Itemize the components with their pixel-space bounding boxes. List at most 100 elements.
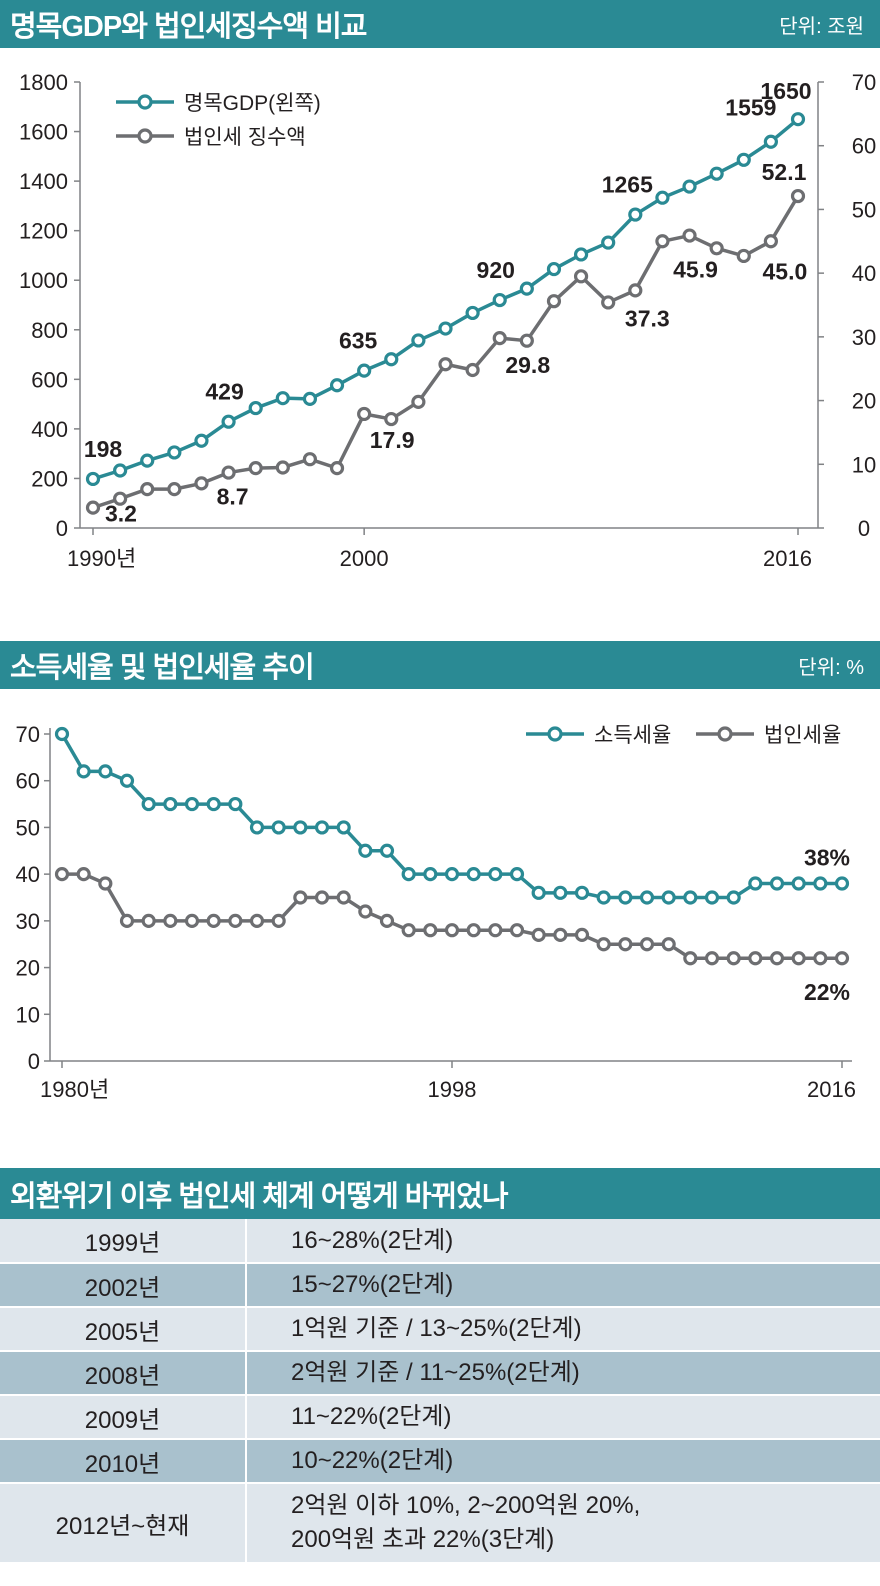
income-rate-point-2004 [574,885,590,900]
gdp-point-1996 [248,400,263,416]
table-row: 2009년 11~22%(2단계) [0,1395,880,1440]
income-rate-data-label: 38% [804,844,850,870]
corp-rate-line [62,872,842,960]
tax-point-2011 [655,234,670,249]
tax-data-label-2005: 29.8 [505,352,550,378]
corp-rate-point-1985 [163,913,178,928]
right-tick-label: 70 [852,70,876,95]
tax-point-2016 [790,188,806,204]
income-rate-point-1992 [314,820,330,835]
row-desc-line: 200억원 초과 22%(3단계) [291,1526,555,1553]
corp-rate-point-1990 [271,913,286,928]
tax-point-2012 [682,228,697,243]
tax-data-label-2016: 52.1 [762,159,807,185]
income-rate-point-1989 [249,820,265,835]
corp-rate-point-2005 [596,937,611,952]
gdp-point-1992 [140,453,155,468]
income-rate-point-2010 [704,890,720,905]
x-tick-label: 1980년 [40,1077,109,1102]
corp-rate-point-1987 [206,913,221,928]
right-tick-label: 0 [858,516,870,541]
tax-legend-marker [137,128,153,144]
gdp-point-1995 [221,414,236,429]
income-rate-point-2008 [661,890,676,905]
income-rate-point-1998 [444,867,460,882]
y-tick-label: 60 [16,769,40,794]
tax-point-1998 [302,452,318,467]
right-tick-label: 60 [852,134,876,159]
tax-data-label-1990: 3.2 [105,501,137,527]
row-desc-line: 15~27%(2단계) [291,1271,454,1298]
left-tick-label: 200 [31,466,68,491]
row-year: 2010년 [0,1439,247,1484]
row-year: 2009년 [0,1395,247,1440]
row-desc-line: 2억원 이하 10%, 2~200억원 20%, [291,1492,641,1519]
tax-point-2007 [546,294,562,309]
row-desc: 11~22%(2단계) [246,1395,880,1440]
gdp-data-label-2000: 635 [339,328,378,354]
income-rate-point-1984 [141,796,156,812]
row-desc: 2억원 기준 / 11~25%(2단계) [246,1351,880,1396]
gdp-point-2003 [438,321,453,336]
income-rate-legend-label: 소득세율 [594,724,671,747]
gdp-point-1991 [113,463,128,478]
income-rate-point-1996 [401,867,416,882]
corp-rate-point-1983 [119,913,135,928]
row-year: 2002년 [0,1263,247,1308]
corp-rate-point-2004 [574,927,590,942]
y-tick-label: 70 [16,722,40,747]
gdp-tax-chart: 0 200 400 600 800 1000 1200 1400 1600 1800 0 10 20 30… [19,70,876,571]
tax-point-2004 [465,362,480,378]
section2-header: 소득세율 및 법인세율 추이 단위: % [0,641,880,689]
corp-rate-point-1984 [141,913,156,928]
corp-rate-point-1999 [466,923,481,938]
corp-rate-point-1992 [314,890,330,905]
gdp-point-2008 [573,247,589,262]
gdp-point-2015 [763,134,778,149]
income-rate-point-1990 [271,820,286,835]
tax-point-2010 [628,283,643,298]
row-desc-line: 1억원 기준 / 13~25%(2단계) [291,1315,582,1342]
tax-data-label-2012: 45.9 [673,257,718,283]
gdp-point-1998 [302,391,318,407]
corp-rate-point-1980 [54,867,70,882]
left-tick-label: 1000 [19,268,68,293]
row-desc: 15~27%(2단계) [246,1263,880,1308]
gdp-legend-marker [137,94,153,110]
tax-rate-chart: 0 10 20 30 40 50 60 70 1980년 1998 2016 38% 22% 소득세율 법인… [16,722,856,1102]
corp-rate-legend-marker [717,726,733,742]
tax-point-2008 [573,269,589,284]
corp-rate-point-2016 [834,951,850,966]
corp-rate-point-2008 [661,937,676,952]
table-row: 1999년 16~28%(2단계) [0,1219,880,1264]
section1-title: 명목GDP와 법인세징수액 비교 [10,11,367,43]
corp-rate-point-2010 [704,951,720,966]
income-rate-point-1983 [119,773,135,788]
gdp-data-label-1990: 198 [84,436,123,462]
y-tick-label: 40 [16,862,40,887]
tax-reform-table: 1999년 16~28%(2단계) 2002년 15~27%(2단계) 2005… [0,1219,880,1564]
corp-rate-point-1989 [249,913,265,928]
income-rate-point-1985 [163,796,178,812]
income-rate-point-1994 [358,843,373,858]
corp-rate-point-1991 [293,890,308,905]
income-rate-point-2000 [488,867,503,882]
gdp-point-1990 [85,471,101,487]
x-tick-label: 2016 [763,546,812,571]
gdp-point-2007 [546,261,562,277]
tax-point-2006 [519,333,534,348]
tax-point-2013 [709,241,724,256]
gdp-point-2005 [492,292,507,308]
row-year: 1999년 [0,1219,247,1264]
tax-point-2015 [763,234,778,249]
tax-data-label-2015: 45.0 [763,258,808,284]
income-rate-point-2005 [596,890,611,905]
gdp-legend-label: 명목GDP(왼쪽) [184,92,321,115]
x-tick-label: 1990년 [67,546,136,571]
corp-rate-data-label: 22% [804,979,850,1005]
table-row: 2005년 1억원 기준 / 13~25%(2단계) [0,1307,880,1352]
tax-point-1991 [113,491,128,506]
gdp-point-2012 [682,179,697,194]
gdp-point-1993 [167,445,182,460]
corp-rate-point-2011 [726,951,741,966]
